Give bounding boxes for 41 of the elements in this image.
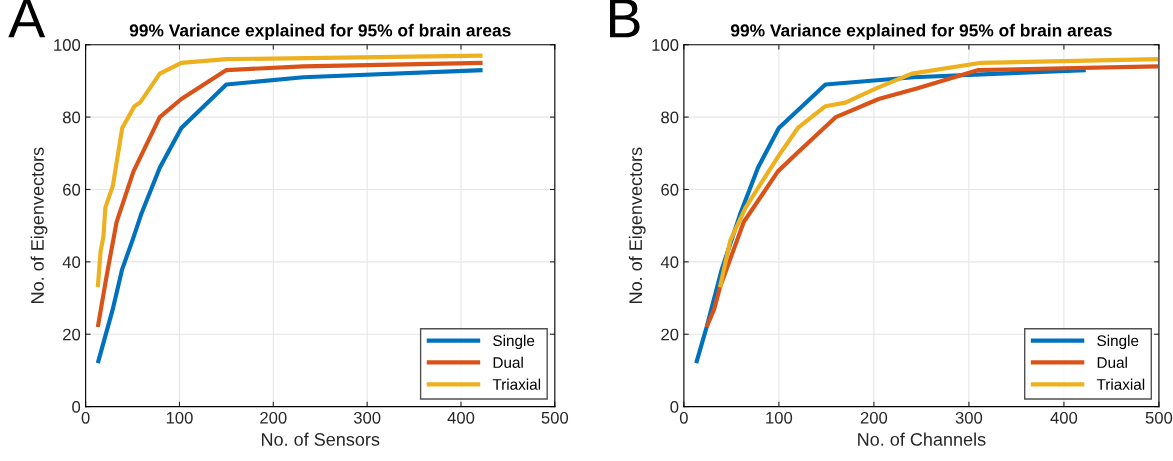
x-axis-title: No. of Channels xyxy=(858,432,986,446)
line-series xyxy=(717,57,1159,290)
line-series xyxy=(95,53,485,290)
y-tick-label: 80 xyxy=(661,111,679,124)
y-tick-label: 60 xyxy=(661,183,679,196)
y-tick-label: 100 xyxy=(652,39,679,51)
y-tick-label: 40 xyxy=(660,256,679,269)
y-tick-label: 100 xyxy=(54,39,81,51)
legend-label: Dual xyxy=(493,356,523,368)
x-tick-label: 0 xyxy=(81,411,90,424)
x-tick-label: 500 xyxy=(1145,411,1173,424)
chart-title: 99% Variance explained for 95% of brain areas xyxy=(730,23,1112,40)
x-axis-title: No. of Sensors xyxy=(262,432,380,446)
y-tick-label: 20 xyxy=(661,328,679,341)
y-tick-label: 80 xyxy=(62,111,81,124)
y-axis-title: No. of Eigenvectors xyxy=(628,147,646,303)
y-tick-label: 0 xyxy=(72,401,81,413)
y-axis-title: No. of Eigenvectors xyxy=(30,147,48,303)
x-tick-label: 0 xyxy=(679,411,688,424)
x-tick-label: 400 xyxy=(1050,411,1078,424)
x-tick-label: 300 xyxy=(955,411,983,424)
y-tick-label: 20 xyxy=(63,328,81,341)
text: A xyxy=(8,0,46,38)
x-tick-label: 200 xyxy=(860,411,888,424)
legend-label: Triaxial xyxy=(492,378,541,390)
legend-label: Triaxial xyxy=(1096,378,1145,390)
legend-label: Single xyxy=(493,334,535,350)
x-tick-label: 500 xyxy=(541,411,569,424)
line-series xyxy=(704,64,1159,330)
legend-label: Dual xyxy=(1097,356,1127,368)
y-tick-label: 60 xyxy=(63,183,81,196)
chart-title: 99% Variance explained for 95% of brain areas xyxy=(129,23,511,40)
legend-label: Single xyxy=(1097,334,1139,350)
x-tick-label: 300 xyxy=(353,411,381,424)
x-tick-label: 100 xyxy=(766,411,793,424)
x-tick-label: 100 xyxy=(166,411,193,424)
y-tick-label: 0 xyxy=(670,401,679,413)
text: B xyxy=(610,0,640,38)
x-tick-label: 200 xyxy=(260,411,287,424)
x-tick-label: 400 xyxy=(447,411,475,424)
y-tick-label: 40 xyxy=(62,256,81,269)
